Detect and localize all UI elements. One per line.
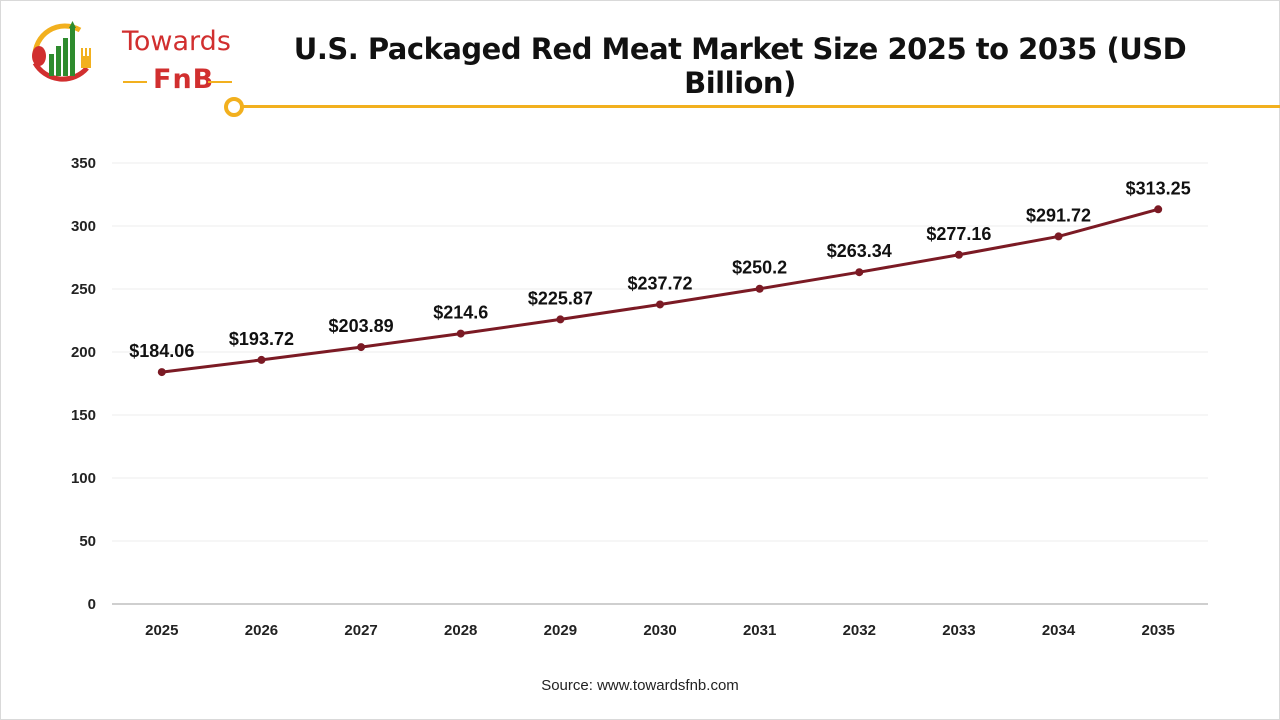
logo-mark-icon xyxy=(32,21,91,82)
x-tick-label: 2026 xyxy=(245,622,278,639)
data-label: $203.89 xyxy=(329,316,394,336)
data-label: $291.72 xyxy=(1026,205,1091,225)
data-label: $193.72 xyxy=(229,329,294,349)
logo-text-towards: Towards xyxy=(122,26,231,57)
x-tick-label: 2032 xyxy=(843,622,876,639)
data-point xyxy=(656,300,664,309)
data-label: $250.2 xyxy=(732,258,787,278)
data-label: $277.16 xyxy=(926,224,991,244)
x-tick-label: 2027 xyxy=(344,622,377,639)
x-tick-label: 2033 xyxy=(942,622,975,639)
logo: Towards FnB xyxy=(25,18,232,95)
y-tick-label: 150 xyxy=(71,407,96,424)
data-point xyxy=(855,268,864,277)
data-label: $214.6 xyxy=(433,303,488,323)
y-tick-label: 250 xyxy=(71,281,96,298)
y-tick-label: 300 xyxy=(71,218,96,235)
data-point xyxy=(556,315,565,324)
data-point xyxy=(954,250,963,259)
logo-rule-right xyxy=(208,81,232,83)
x-tick-label: 2025 xyxy=(145,622,178,639)
data-label: $225.87 xyxy=(528,288,593,308)
y-tick-label: 50 xyxy=(79,533,96,550)
y-tick-label: 200 xyxy=(71,344,96,361)
x-tick-label: 2029 xyxy=(544,622,577,639)
data-point xyxy=(357,343,366,352)
x-tick-label: 2031 xyxy=(743,622,776,639)
accent-line xyxy=(240,105,1280,108)
data-point xyxy=(257,355,266,364)
data-label: $263.34 xyxy=(827,241,892,261)
logo-text-fnb: FnB xyxy=(153,64,215,95)
data-label: $237.72 xyxy=(627,273,692,293)
data-label: $184.06 xyxy=(129,341,194,361)
data-point xyxy=(1054,232,1063,241)
logo-rule-left xyxy=(123,81,147,83)
source-note: Source: www.towardsfnb.com xyxy=(541,677,739,694)
data-point xyxy=(1154,205,1163,214)
y-tick-label: 0 xyxy=(88,596,96,613)
x-tick-label: 2028 xyxy=(444,622,477,639)
accent-dot xyxy=(224,97,244,117)
data-point xyxy=(456,329,465,338)
data-label: $313.25 xyxy=(1126,178,1191,198)
data-point xyxy=(755,284,764,293)
chart-title: U.S. Packaged Red Meat Market Size 2025 … xyxy=(293,32,1187,100)
y-tick-label: 350 xyxy=(71,155,96,172)
x-tick-label: 2030 xyxy=(643,622,676,639)
x-tick-label: 2034 xyxy=(1042,622,1076,639)
x-tick-label: 2035 xyxy=(1141,622,1174,639)
data-point xyxy=(157,368,166,377)
y-tick-label: 100 xyxy=(71,470,96,487)
